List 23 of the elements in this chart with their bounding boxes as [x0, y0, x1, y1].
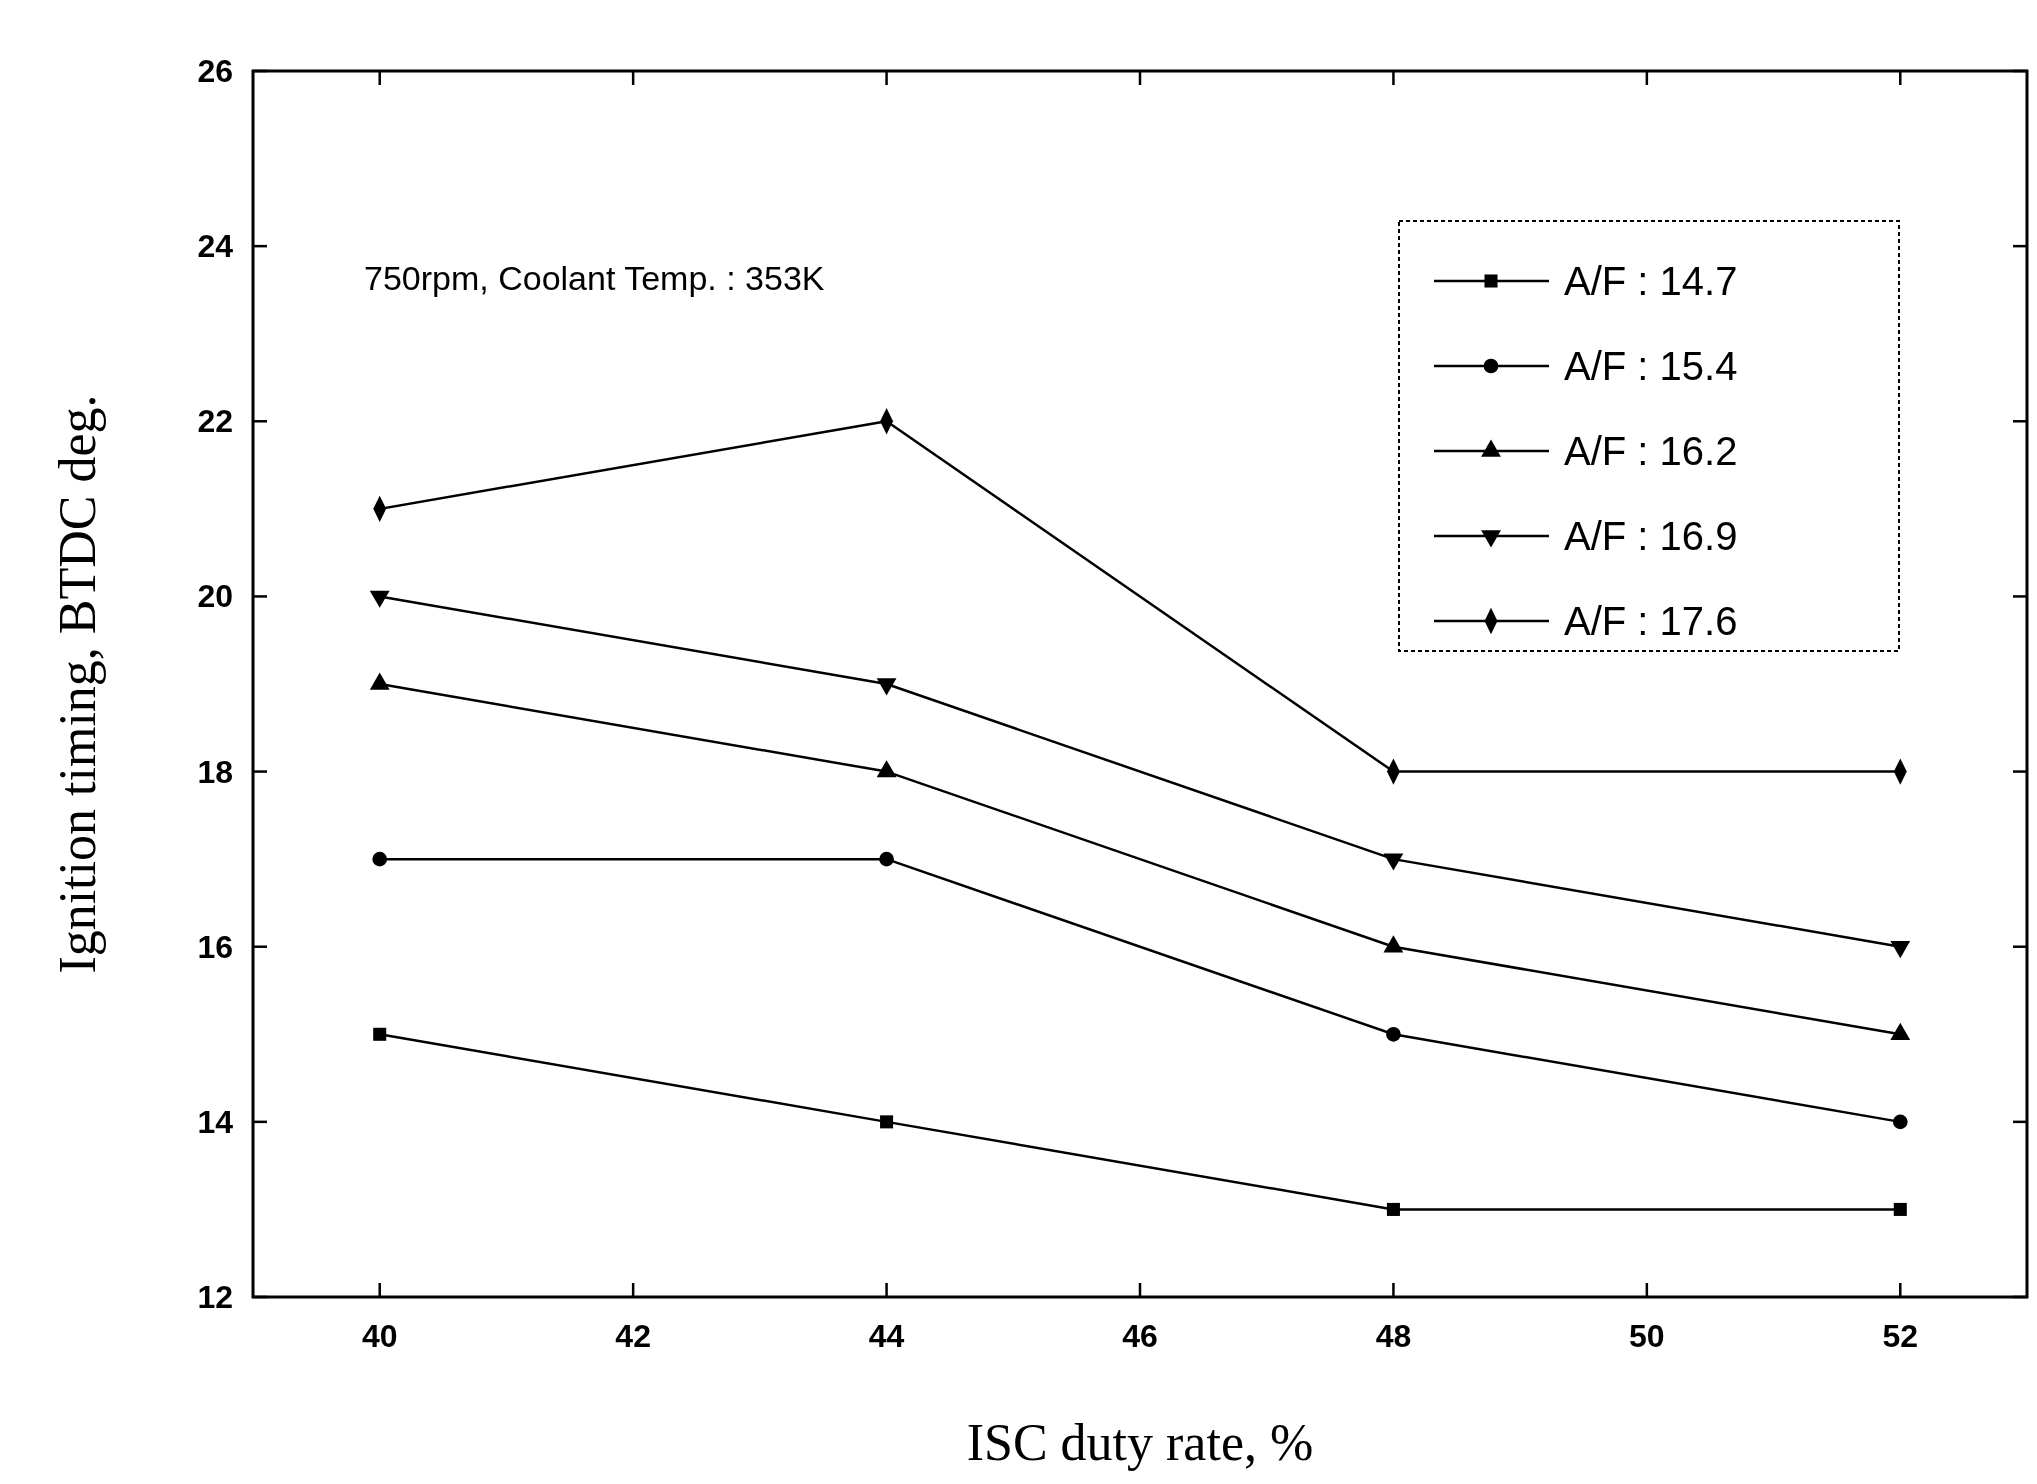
legend-label: A/F : 14.7 — [1564, 259, 1738, 303]
legend-label: A/F : 15.4 — [1564, 344, 1738, 388]
x-axis-title: ISC duty rate, % — [966, 1414, 1314, 1471]
x-tick-label: 40 — [361, 1318, 398, 1354]
x-tick-label: 52 — [1882, 1318, 1919, 1354]
x-tick-label: 48 — [1375, 1318, 1412, 1354]
y-tick-label: 12 — [197, 1279, 233, 1315]
y-tick-label: 20 — [197, 578, 233, 615]
y-axis-title: Ignition timing, BTDC deg. — [49, 394, 106, 974]
legend-label: A/F : 16.2 — [1564, 429, 1738, 473]
y-tick-label: 26 — [197, 53, 233, 89]
y-tick-label: 24 — [197, 228, 234, 265]
y-tick-label: 14 — [197, 1103, 234, 1140]
y-tick-label: 18 — [197, 753, 233, 790]
y-tick-label: 16 — [197, 928, 233, 965]
annotation: 750rpm, Coolant Temp. : 353K — [364, 259, 825, 297]
legend-label: A/F : 16.9 — [1564, 514, 1738, 558]
x-tick-label: 46 — [1122, 1318, 1158, 1354]
x-tick-label: 44 — [868, 1318, 905, 1354]
legend-label: A/F : 17.6 — [1564, 599, 1738, 643]
y-tick-label: 22 — [197, 403, 233, 440]
x-tick-label: 50 — [1629, 1318, 1665, 1354]
x-tick-label: 42 — [615, 1318, 651, 1354]
